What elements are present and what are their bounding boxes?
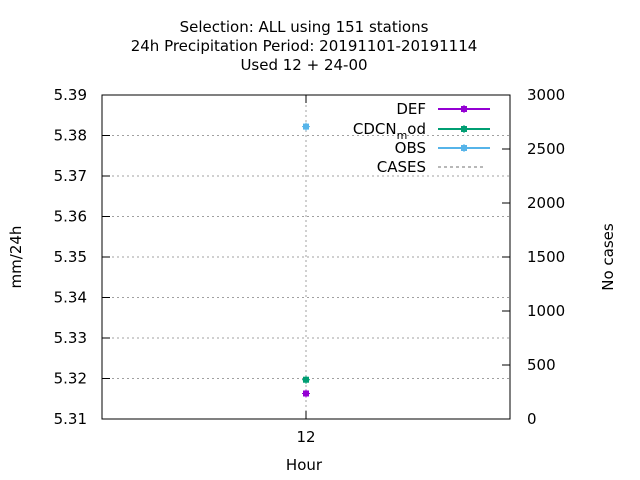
chart-title: Selection: ALL using 151 stations 24h Pr… — [131, 18, 478, 74]
y-tick-label: 5.38 — [54, 127, 87, 145]
y-tick-label: 5.39 — [54, 86, 87, 104]
legend-label: CASES — [377, 158, 426, 176]
legend-marker — [460, 125, 468, 133]
y2-axis-label: No cases — [599, 223, 617, 291]
x-axis-ticks: 12 — [296, 95, 316, 446]
y-tick-label: 5.32 — [54, 370, 87, 388]
y-tick-label: 5.36 — [54, 208, 87, 226]
y2-tick-label: 2000 — [527, 194, 565, 212]
legend-label: DEF — [396, 100, 426, 118]
y-tick-label: 5.34 — [54, 289, 87, 307]
y2-tick-label: 0 — [527, 410, 537, 428]
plot-frame — [101, 94, 511, 420]
y-axis-ticks: 5.31 5.32 5.33 5.34 5.35 5.36 5.37 5.38 5.39 — [54, 86, 110, 428]
x-tick-label: 12 — [296, 428, 315, 446]
grid-lines — [102, 95, 510, 419]
x-axis-label: Hour — [286, 456, 323, 474]
legend-label: CDCNmod — [353, 120, 426, 142]
legend-marker — [460, 144, 468, 152]
title-line-1: Selection: ALL using 151 stations — [180, 18, 429, 36]
y2-tick-label: 2500 — [527, 140, 565, 158]
y-tick-label: 5.35 — [54, 248, 87, 266]
legend-item-cases: CASES — [377, 158, 486, 176]
data-marks — [302, 122, 310, 398]
title-line-3: Used 12 + 24-00 — [240, 56, 367, 74]
y-tick-label: 5.37 — [54, 167, 87, 185]
y2-tick-label: 1500 — [527, 248, 565, 266]
y-tick-label: 5.31 — [54, 410, 87, 428]
y2-axis-ticks: 0 500 1000 1500 2000 2500 3000 — [502, 86, 565, 428]
legend-item-obs: OBS — [395, 139, 490, 157]
point-obs — [302, 122, 310, 131]
legend-item-cdcn_mod: CDCNmod — [353, 120, 490, 142]
y-axis-label: mm/24h — [7, 226, 25, 289]
legend-label: OBS — [395, 139, 426, 157]
legend-marker — [460, 105, 468, 113]
y-tick-label: 5.33 — [54, 329, 87, 347]
y2-tick-label: 1000 — [527, 302, 565, 320]
point-def — [302, 389, 310, 398]
legend-item-def: DEF — [396, 100, 490, 118]
title-line-2: 24h Precipitation Period: 20191101-20191… — [131, 37, 478, 55]
y2-tick-label: 3000 — [527, 86, 565, 104]
point-cdcn_mod — [302, 375, 310, 384]
y2-tick-label: 500 — [527, 356, 556, 374]
